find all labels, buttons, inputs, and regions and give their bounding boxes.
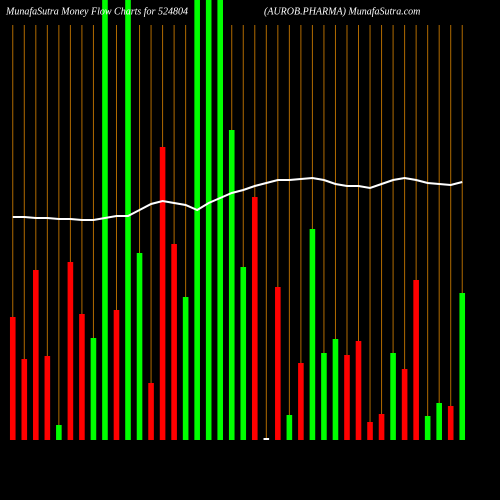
bar	[205, 0, 212, 440]
bar	[194, 0, 200, 440]
bar	[413, 280, 419, 440]
bar	[459, 293, 466, 440]
bar	[90, 338, 97, 440]
bar	[367, 422, 373, 440]
bar	[321, 353, 327, 440]
bar	[240, 267, 247, 440]
bar	[228, 130, 235, 440]
bar	[33, 270, 39, 440]
bar	[286, 415, 293, 440]
bar	[148, 383, 154, 440]
bar	[424, 416, 431, 440]
bar	[263, 438, 270, 440]
bar	[344, 355, 350, 440]
bar	[447, 406, 454, 440]
bar	[159, 147, 166, 440]
chart-subtitle: (AUROB.PHARMA) MunafaSutra.com	[264, 6, 420, 17]
bar	[436, 403, 442, 440]
chart-title: MunafaSutra Money Flow Charts for 524804	[5, 6, 188, 17]
bar	[390, 353, 396, 440]
bar	[355, 341, 362, 440]
bar	[44, 356, 51, 440]
bar	[182, 297, 189, 440]
bar	[309, 229, 316, 440]
bar	[79, 314, 85, 440]
bar	[102, 0, 108, 440]
bar	[171, 244, 177, 440]
bar	[125, 0, 131, 440]
bar	[9, 317, 16, 440]
bar	[67, 262, 74, 440]
bar	[298, 363, 304, 440]
bar	[113, 310, 120, 440]
bar	[136, 253, 143, 440]
bar	[332, 339, 339, 440]
bar	[401, 369, 408, 440]
bar	[275, 287, 281, 440]
bar	[21, 359, 28, 440]
line	[12, 176, 463, 221]
bar	[217, 0, 224, 440]
bar	[251, 197, 258, 440]
bar	[56, 425, 62, 440]
bar	[378, 414, 385, 440]
